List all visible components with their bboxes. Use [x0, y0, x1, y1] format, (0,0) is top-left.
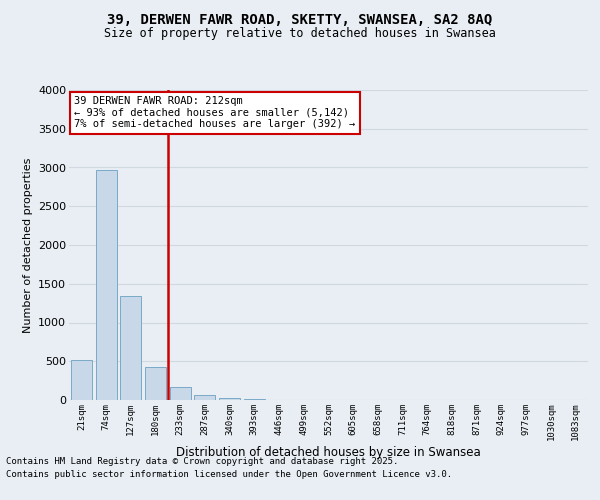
- Bar: [244, 399, 265, 400]
- Bar: [120, 296, 141, 400]
- Text: Contains public sector information licensed under the Open Government Licence v3: Contains public sector information licen…: [6, 470, 452, 479]
- Bar: [71, 360, 92, 400]
- Bar: [170, 387, 191, 400]
- Bar: [145, 366, 166, 400]
- Text: 39 DERWEN FAWR ROAD: 212sqm
← 93% of detached houses are smaller (5,142)
7% of s: 39 DERWEN FAWR ROAD: 212sqm ← 93% of det…: [74, 96, 355, 130]
- Bar: [219, 398, 240, 400]
- Bar: [95, 170, 116, 400]
- Text: 39, DERWEN FAWR ROAD, SKETTY, SWANSEA, SA2 8AQ: 39, DERWEN FAWR ROAD, SKETTY, SWANSEA, S…: [107, 12, 493, 26]
- Y-axis label: Number of detached properties: Number of detached properties: [23, 158, 32, 332]
- Text: Contains HM Land Registry data © Crown copyright and database right 2025.: Contains HM Land Registry data © Crown c…: [6, 458, 398, 466]
- X-axis label: Distribution of detached houses by size in Swansea: Distribution of detached houses by size …: [176, 446, 481, 459]
- Text: Size of property relative to detached houses in Swansea: Size of property relative to detached ho…: [104, 28, 496, 40]
- Bar: [194, 395, 215, 400]
